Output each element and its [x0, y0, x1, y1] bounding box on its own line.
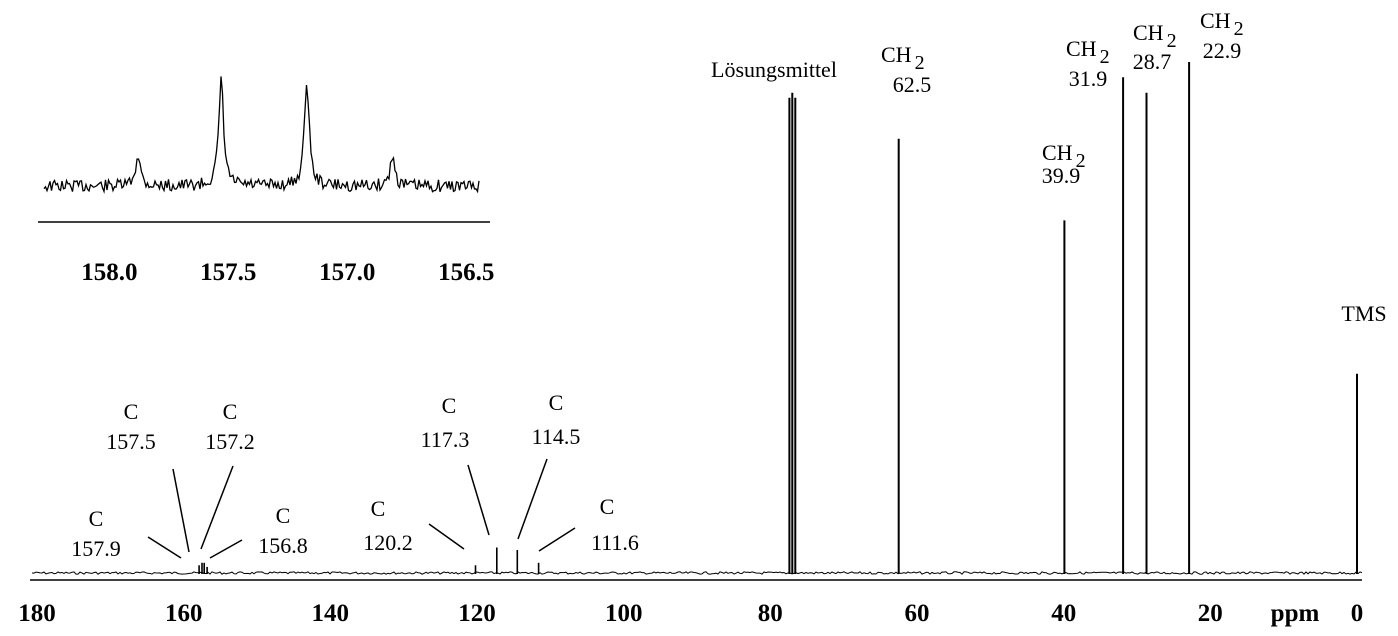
x-tick-label-40: 40 — [1051, 600, 1076, 627]
label-value-157-2: 157.2 — [205, 429, 255, 454]
x-tick-label-120: 120 — [458, 600, 496, 627]
inset-spectrum-trace — [43, 76, 480, 194]
label-c-111-6: C — [600, 494, 615, 519]
x-tick-label-80: 80 — [758, 600, 783, 627]
label-c-157-2: C — [223, 399, 238, 424]
x-tick-label-180: 180 — [18, 600, 56, 627]
x-tick-label-140: 140 — [312, 600, 350, 627]
label-ch-22-9: CH 2 — [1200, 8, 1244, 40]
label-c-117-3: C — [442, 393, 457, 418]
leader-line-117-3 — [467, 464, 490, 536]
label-value-156-8: 156.8 — [258, 533, 308, 558]
label-tms: TMS — [1341, 301, 1386, 326]
label-c-157-9: C — [89, 506, 104, 531]
label-ch-31-9: CH 2 — [1066, 36, 1110, 68]
label-ch-39-9: CH 2 — [1042, 140, 1086, 172]
label-value-31-9: 31.9 — [1069, 66, 1108, 91]
inset-tick-label-group: 158.0 157.5 157.0 156.5 — [81, 259, 494, 286]
peak-annotations: C 157.9 C 157.5 C 157.2 C 156.8 C 120.2 … — [71, 8, 1386, 561]
main-spectrum-plot: 180 160 140 120 100 80 60 40 20 0 ppm — [18, 62, 1363, 627]
leader-lines — [147, 458, 576, 559]
label-value-62-5: 62.5 — [893, 72, 932, 97]
label-c-114-5: C — [549, 390, 564, 415]
x-tick-label-0: 0 — [1351, 600, 1364, 627]
inset-tick-label-157-0: 157.0 — [319, 259, 375, 286]
label-value-157-5: 157.5 — [106, 429, 156, 454]
x-tick-label-20: 20 — [1198, 600, 1223, 627]
main-tick-label-group: 180 160 140 120 100 80 60 40 20 0 — [18, 600, 1363, 627]
x-axis-unit-label: ppm — [1271, 600, 1320, 627]
inset-tick-label-157-5: 157.5 — [200, 259, 256, 286]
label-value-114-5: 114.5 — [532, 424, 581, 449]
label-value-111-6: 111.6 — [591, 530, 639, 555]
label-ch-62-5: CH 2 — [881, 42, 925, 74]
label-value-157-9: 157.9 — [71, 536, 121, 561]
leader-line-114-5 — [517, 458, 548, 540]
main-peak-group — [198, 62, 1358, 574]
main-spectrum-baseline — [31, 571, 1363, 575]
label-value-39-9: 39.9 — [1042, 163, 1081, 188]
leader-line-156-8 — [209, 539, 243, 559]
leader-line-157-5 — [172, 468, 190, 553]
label-value-28-7: 28.7 — [1133, 49, 1172, 74]
x-tick-label-60: 60 — [905, 600, 930, 627]
label-solvent: Lösungsmittel — [711, 57, 837, 82]
x-tick-label-160: 160 — [165, 600, 203, 627]
x-tick-label-100: 100 — [605, 600, 643, 627]
label-ch-28-7: CH 2 — [1133, 20, 1177, 52]
label-value-117-3: 117.3 — [421, 427, 470, 452]
label-value-120-2: 120.2 — [363, 530, 413, 555]
label-c-156-8: C — [276, 503, 291, 528]
leader-line-120-2 — [428, 523, 465, 550]
inset-spectrum-plot: 158.0 157.5 157.0 156.5 — [38, 76, 494, 286]
label-c-157-5: C — [124, 399, 139, 424]
label-c-120-2: C — [371, 496, 386, 521]
label-value-22-9: 22.9 — [1203, 38, 1242, 63]
leader-line-111-6 — [538, 527, 576, 552]
inset-tick-label-158-0: 158.0 — [81, 259, 137, 286]
leader-line-157-2 — [200, 465, 234, 550]
inset-tick-label-156-5: 156.5 — [438, 259, 494, 286]
leader-line-157-9 — [147, 536, 182, 559]
